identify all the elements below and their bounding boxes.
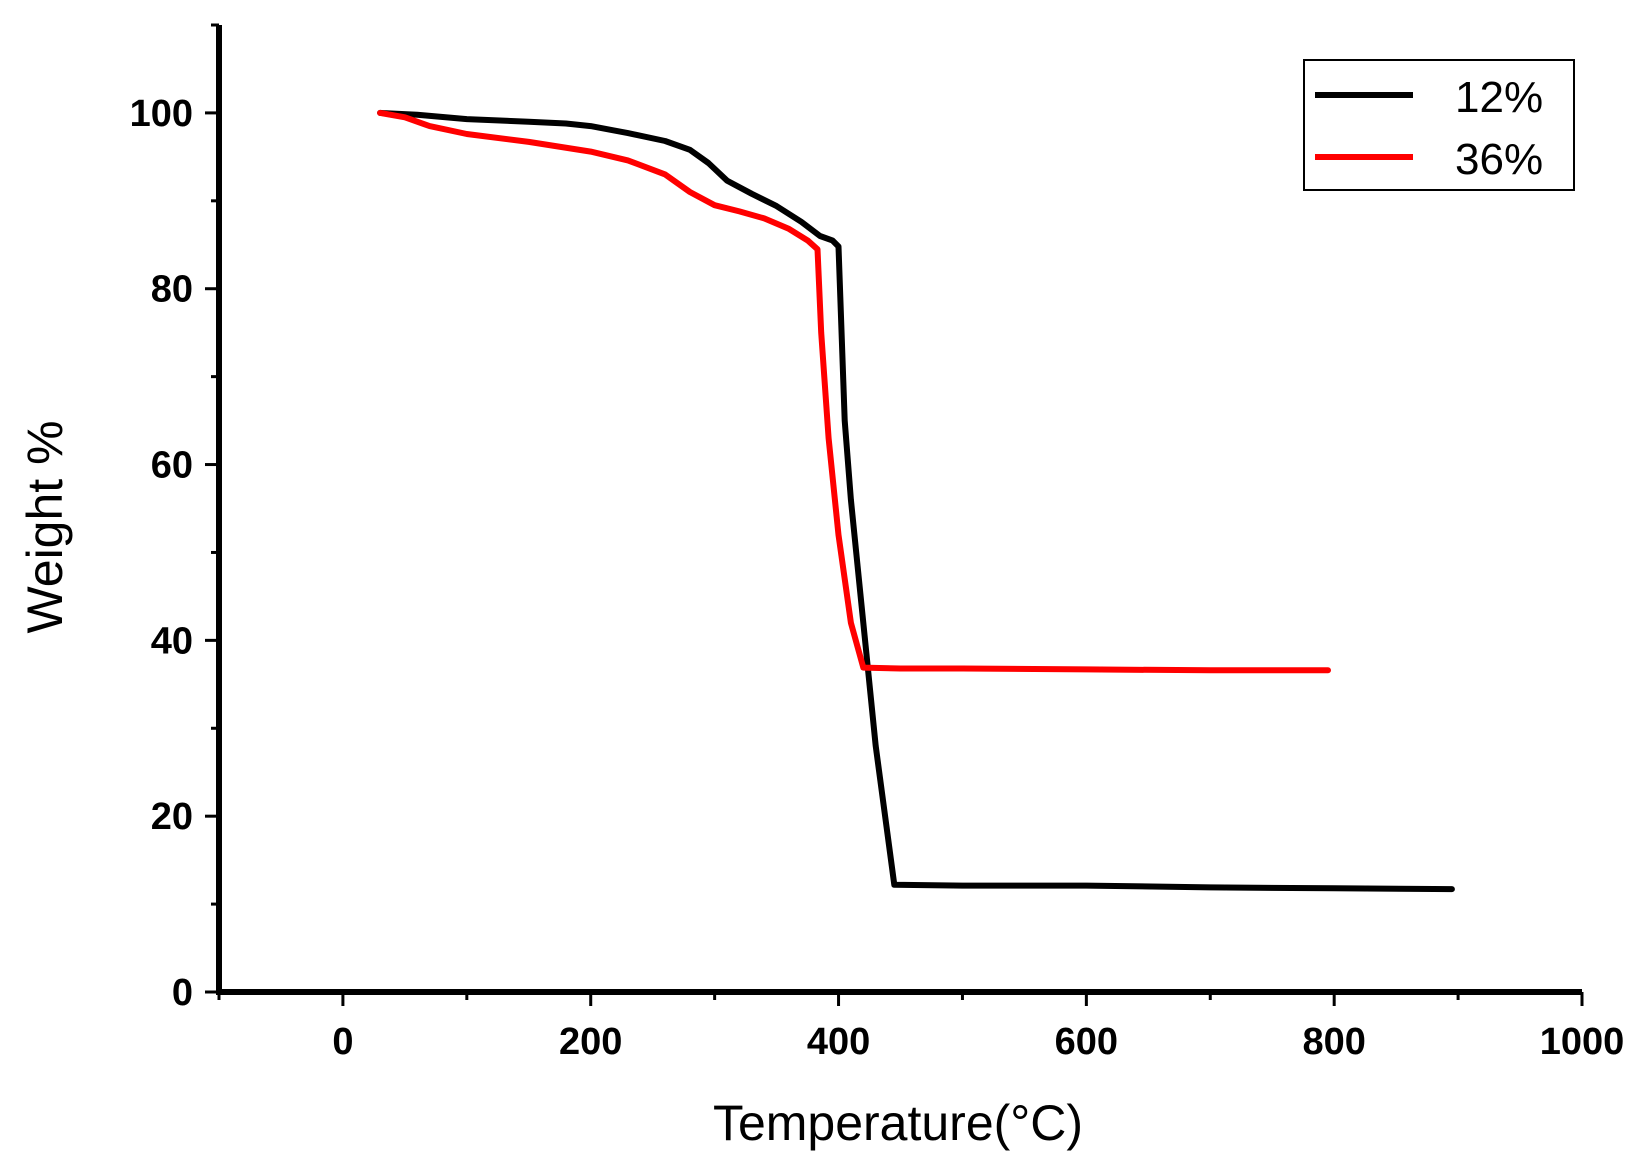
y-tick-label: 80 <box>151 269 193 311</box>
series-lines <box>377 109 1455 893</box>
legend-label-12pct: 12% <box>1455 73 1543 122</box>
legend-box <box>1303 59 1575 191</box>
legend: 12% 36% <box>1303 59 1575 191</box>
axes <box>216 25 1582 995</box>
legend-label-36pct: 36% <box>1455 135 1543 184</box>
x-tick-label: 200 <box>559 1021 622 1063</box>
x-tick-label: 1000 <box>1540 1021 1625 1063</box>
y-tick-label: 60 <box>151 445 193 487</box>
x-tick-label: 800 <box>1302 1021 1365 1063</box>
x-tick-label: 400 <box>807 1021 870 1063</box>
x-tick-label: 600 <box>1055 1021 1118 1063</box>
y-tick-label: 0 <box>172 972 193 1014</box>
x-tick-label: 0 <box>332 1021 353 1063</box>
tick-labels: 0 200 400 600 800 1000 0 20 40 60 80 100 <box>130 93 1625 1063</box>
x-axis-title: Temperature(°C) <box>713 1095 1083 1151</box>
y-tick-label: 20 <box>151 796 193 838</box>
series-line-12pct <box>377 109 1455 893</box>
tick-marks <box>205 23 1584 1006</box>
y-tick-label: 40 <box>151 620 193 662</box>
y-axis-title: Weight % <box>17 420 73 633</box>
y-tick-label: 100 <box>130 93 193 135</box>
series-line-36pct <box>377 109 1331 674</box>
